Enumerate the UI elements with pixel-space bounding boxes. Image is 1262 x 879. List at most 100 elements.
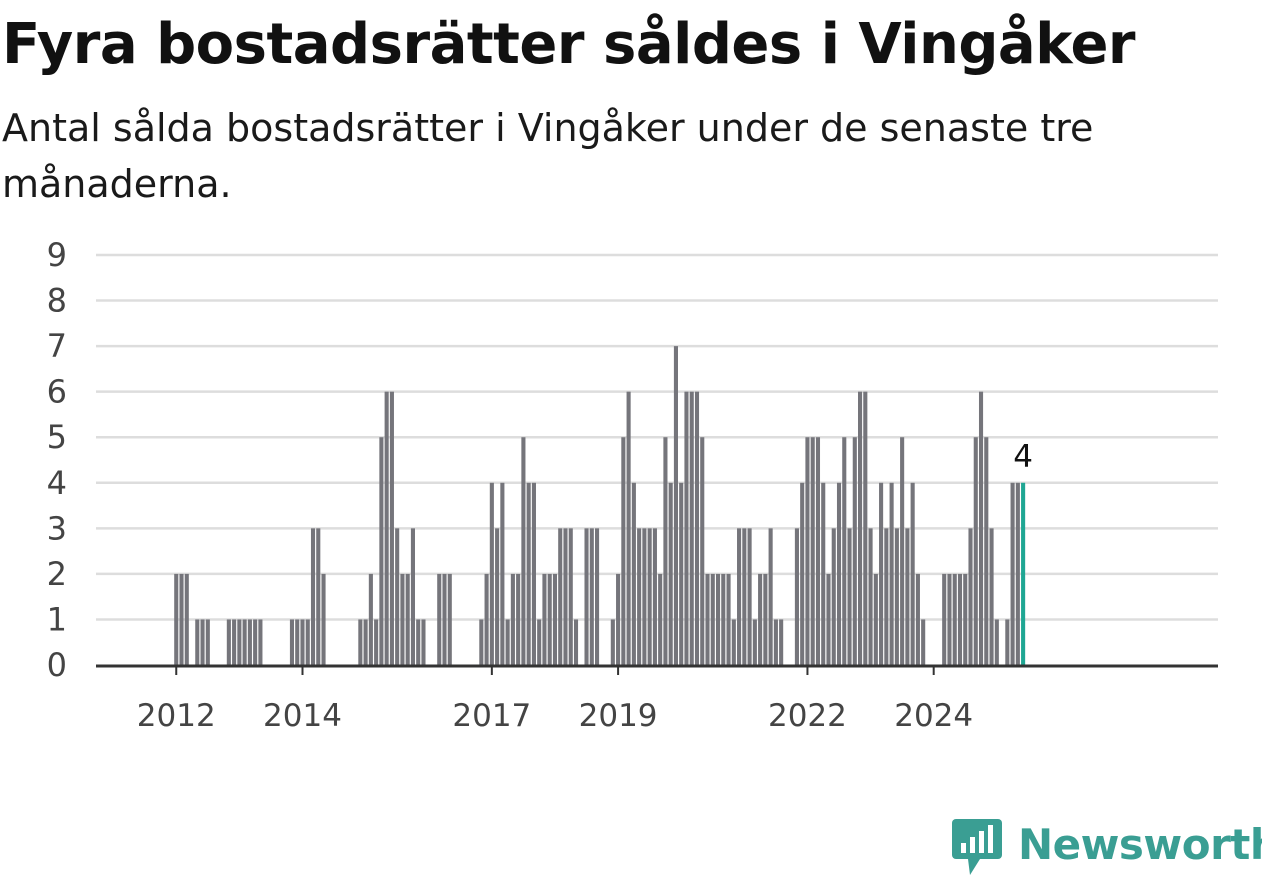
bar (558, 528, 563, 665)
x-tick-label: 2019 (579, 698, 658, 734)
bar (437, 573, 442, 665)
y-tick-label: 7 (47, 327, 67, 365)
bar (495, 528, 500, 665)
bar (726, 573, 731, 665)
bar (1010, 482, 1015, 665)
bar (742, 528, 747, 665)
bar (852, 437, 857, 665)
bar (821, 482, 826, 665)
bar (584, 528, 589, 665)
bar (700, 437, 705, 665)
bar (205, 619, 210, 665)
bar (868, 528, 873, 665)
bar (447, 573, 452, 665)
bar (947, 573, 952, 665)
bar (184, 573, 189, 665)
bar (715, 573, 721, 665)
bar (915, 573, 920, 665)
bar (847, 528, 852, 665)
bar (232, 619, 237, 665)
bar (889, 482, 894, 665)
bar (416, 619, 421, 665)
bar (616, 573, 621, 665)
x-tick-label: 2014 (263, 698, 342, 734)
bar (842, 437, 847, 665)
x-tick-label: 2022 (768, 698, 847, 734)
bar (537, 619, 542, 665)
bar (752, 619, 757, 665)
bar (984, 437, 989, 665)
bar (905, 528, 910, 665)
bar (258, 619, 263, 665)
bar (747, 528, 752, 665)
bar (647, 528, 652, 665)
bar (421, 619, 426, 665)
bar (805, 437, 810, 665)
y-tick-label: 4 (47, 464, 67, 502)
y-axis-labels: 0 1 2 3 4 5 6 7 8 9 (47, 236, 67, 684)
bar (442, 573, 447, 665)
bar (573, 619, 579, 665)
bar (884, 528, 889, 665)
bar (237, 619, 242, 665)
bar (505, 619, 510, 665)
bar (858, 391, 863, 665)
bar (626, 391, 631, 665)
bar (894, 528, 899, 665)
bar (384, 391, 389, 665)
bar (900, 437, 905, 665)
bar (694, 391, 700, 665)
bar (731, 619, 736, 665)
bar (957, 573, 963, 665)
bar (873, 573, 878, 665)
bar (568, 528, 573, 665)
x-tick-label: 2024 (894, 698, 973, 734)
bar (195, 619, 200, 665)
bar (968, 528, 973, 665)
bar (989, 528, 994, 665)
bar (879, 482, 884, 665)
bar (379, 437, 384, 665)
bar (963, 573, 968, 665)
bar (363, 619, 368, 665)
bar (552, 573, 558, 665)
bar (547, 573, 552, 665)
bar-chart: 0 1 2 3 4 5 6 7 8 9 2012 2014 2017 2019 2022 2024 4 (47, 236, 1218, 734)
bar (321, 573, 326, 665)
bar (316, 528, 321, 665)
gridlines (96, 253, 1218, 621)
bar (710, 573, 715, 665)
bar (1005, 619, 1010, 665)
bar (1021, 482, 1026, 665)
bar (721, 573, 726, 665)
bar (952, 573, 957, 665)
bar (295, 619, 300, 665)
bar (758, 573, 763, 665)
bar (526, 482, 531, 665)
bar (663, 437, 668, 665)
bar (810, 437, 815, 665)
y-tick-label: 0 (47, 646, 67, 684)
bar (595, 528, 600, 665)
bar (200, 619, 205, 665)
bar (978, 391, 984, 665)
bar (942, 573, 947, 665)
bars (174, 346, 1026, 665)
bar (242, 619, 247, 665)
y-tick-label: 5 (47, 418, 67, 456)
x-tick-label: 2017 (452, 698, 531, 734)
last-value-label: 4 (1013, 439, 1033, 475)
bar (679, 482, 684, 665)
bar (226, 619, 231, 665)
bar (358, 619, 363, 665)
bar (531, 482, 536, 665)
bar (836, 482, 842, 665)
chart-subtitle: Antal sålda bostadsrätter i Vingåker und… (2, 106, 1094, 206)
bar (658, 573, 663, 665)
bar (479, 619, 484, 665)
y-tick-label: 9 (47, 236, 67, 274)
y-tick-label: 3 (47, 509, 67, 547)
bar (374, 619, 379, 665)
bar (395, 528, 400, 665)
bar (794, 528, 799, 665)
